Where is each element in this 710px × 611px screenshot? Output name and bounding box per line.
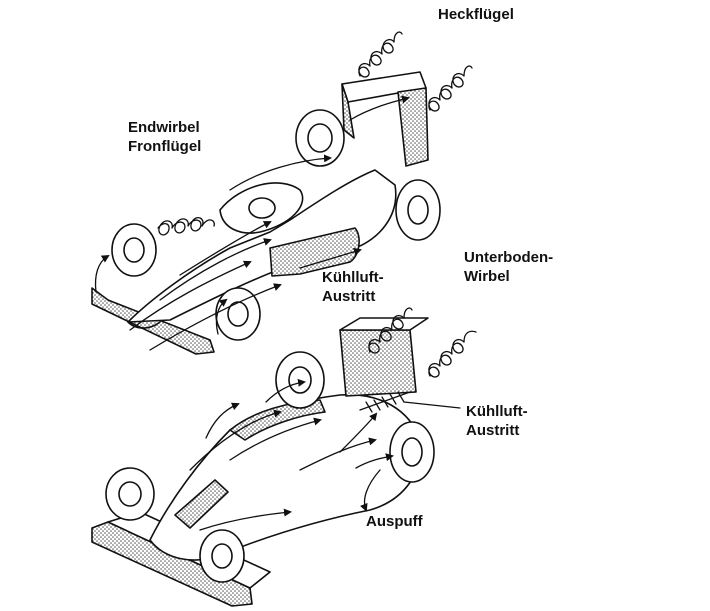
bottom-wheel-front-right	[199, 529, 245, 583]
bottom-flow-arrows	[189, 378, 394, 531]
label-endwirbel-frontfluegel: Endwirbel Fronflügel	[128, 118, 201, 156]
bottom-cooling-leader-line	[403, 401, 461, 409]
label-kuehlluft-austritt-bottom: Kühlluft- Austritt	[466, 402, 528, 440]
label-kuehlluft-top-line2: Austritt	[322, 288, 376, 305]
bottom-vortex-left	[368, 307, 413, 354]
bottom-rear-wing-top	[339, 317, 429, 331]
bottom-sidepod-left	[229, 399, 326, 441]
label-kuehlluft-bottom-line2: Austritt	[466, 422, 520, 439]
label-endwirbel-line2: Fronflügel	[128, 138, 202, 155]
label-heckfluegel-line1: Heckflügel	[438, 6, 514, 23]
top-rear-wing-endplate-left	[341, 83, 355, 139]
top-vortex-rear-wing-left	[358, 31, 403, 78]
label-kuehlluft-austritt-top: Kühlluft- Austritt	[322, 268, 384, 306]
top-car	[91, 31, 473, 355]
label-endwirbel-line1: Endwirbel	[128, 119, 200, 136]
bottom-floor-edge	[174, 479, 229, 529]
label-auspuff: Auspuff	[366, 512, 423, 531]
label-unterboden-line2: Wirbel	[464, 268, 510, 285]
top-helmet	[248, 197, 276, 219]
label-kuehlluft-bottom-line1: Kühlluft-	[466, 403, 528, 420]
top-chassis	[127, 169, 397, 323]
bottom-wheel-rear-right	[389, 421, 435, 483]
top-nose	[127, 321, 161, 329]
label-unterboden-line1: Unterboden-	[464, 249, 554, 266]
bottom-vortex-right	[428, 330, 477, 378]
top-vortex-front-wing	[157, 217, 215, 236]
top-flow-arrows	[94, 95, 410, 351]
bottom-wheel-front-left	[105, 467, 155, 521]
top-rear-wing-endplate-right	[397, 87, 429, 167]
top-vortex-rear-wing-right	[428, 65, 473, 112]
top-wheel-rear-left	[295, 109, 345, 167]
label-heckfluegel: Heckflügel	[438, 5, 514, 24]
bottom-car	[91, 307, 477, 607]
label-unterboden-wirbel: Unterboden- Wirbel	[464, 248, 553, 286]
label-kuehlluft-top-line1: Kühlluft-	[322, 269, 384, 286]
bottom-diffuser-strakes	[359, 391, 411, 413]
top-wheel-rear-right	[395, 179, 441, 241]
label-auspuff-line1: Auspuff	[366, 513, 423, 530]
bottom-wheel-rear-left	[275, 351, 325, 409]
top-wheel-front-left	[111, 223, 157, 277]
